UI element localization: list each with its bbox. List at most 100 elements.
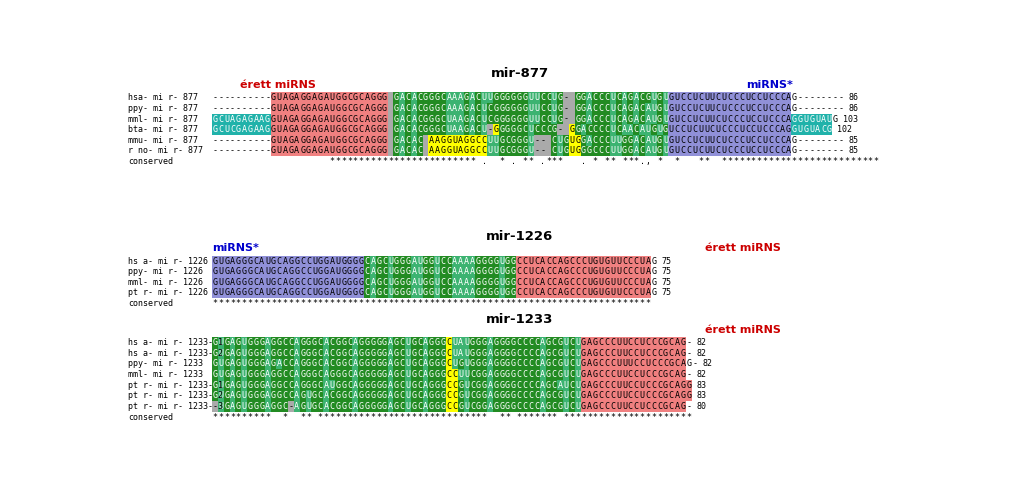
Bar <box>463 124 469 135</box>
Text: U: U <box>528 136 533 145</box>
Bar <box>645 359 651 369</box>
Text: *: * <box>604 157 609 166</box>
Bar <box>674 348 680 359</box>
Bar <box>651 92 657 103</box>
Text: C: C <box>359 136 364 145</box>
Text: *: * <box>552 157 557 166</box>
Bar <box>212 380 218 390</box>
Bar <box>692 92 698 103</box>
Text: U: U <box>622 370 627 379</box>
Bar <box>347 266 353 277</box>
Bar <box>358 337 364 348</box>
Bar <box>657 114 662 124</box>
Text: G: G <box>271 381 276 390</box>
Bar <box>288 256 294 266</box>
Text: C: C <box>417 104 422 113</box>
Text: U: U <box>693 115 698 124</box>
Text: G: G <box>306 370 311 379</box>
Bar <box>581 114 586 124</box>
Text: G: G <box>476 256 481 265</box>
Bar <box>335 92 341 103</box>
Bar <box>476 124 482 135</box>
Bar <box>288 348 294 359</box>
Bar <box>405 380 411 390</box>
Bar <box>271 348 277 359</box>
Text: G: G <box>575 146 580 156</box>
Bar <box>539 92 546 103</box>
Text: U: U <box>435 288 440 297</box>
Text: *: * <box>798 157 802 166</box>
Text: G: G <box>558 104 563 113</box>
Text: A: A <box>446 93 451 102</box>
Text: G: G <box>587 146 592 156</box>
Bar <box>405 277 411 288</box>
Text: G: G <box>423 278 428 287</box>
Bar <box>668 348 674 359</box>
Bar <box>277 92 282 103</box>
Text: U: U <box>564 391 569 400</box>
Text: *: * <box>300 412 305 421</box>
Bar <box>774 114 780 124</box>
Text: A: A <box>587 370 592 379</box>
Bar <box>405 369 411 380</box>
Text: G: G <box>792 136 797 145</box>
Bar <box>575 380 581 390</box>
Text: *: * <box>540 299 546 308</box>
Bar <box>446 369 452 380</box>
Text: pt r- mi r- 1233- 3: pt r- mi r- 1233- 3 <box>129 402 223 411</box>
Bar <box>452 92 457 103</box>
Text: A: A <box>323 338 329 347</box>
Text: A: A <box>452 288 457 297</box>
Text: U: U <box>640 288 645 297</box>
Text: *: * <box>522 412 527 421</box>
Text: G: G <box>370 115 375 124</box>
Text: G: G <box>488 278 493 287</box>
Text: G: G <box>429 391 434 400</box>
Text: C: C <box>598 381 603 390</box>
Text: G: G <box>593 338 598 347</box>
Text: C: C <box>347 360 352 369</box>
Bar <box>639 337 645 348</box>
Text: *: * <box>446 157 451 166</box>
Text: C: C <box>552 338 557 347</box>
Text: A: A <box>587 391 592 400</box>
Bar <box>457 348 463 359</box>
Text: C: C <box>750 136 755 145</box>
Text: -: - <box>241 136 246 145</box>
Bar <box>639 103 645 114</box>
Text: C: C <box>552 278 557 287</box>
Bar <box>411 359 417 369</box>
Bar <box>265 266 271 277</box>
Text: G: G <box>317 115 322 124</box>
Bar <box>586 146 592 156</box>
Text: G: G <box>260 360 265 369</box>
Text: G: G <box>669 104 674 113</box>
Bar <box>400 103 405 114</box>
Text: A: A <box>458 267 463 276</box>
Bar <box>417 92 423 103</box>
Bar <box>229 390 235 401</box>
Text: G: G <box>376 93 381 102</box>
Bar <box>376 256 381 266</box>
Text: G: G <box>260 391 265 400</box>
Text: G: G <box>382 349 387 358</box>
Bar <box>317 92 323 103</box>
Bar <box>358 277 364 288</box>
Text: G: G <box>429 93 434 102</box>
Text: -: - <box>839 136 844 145</box>
Bar <box>528 103 533 114</box>
Text: G: G <box>241 288 246 297</box>
Text: C: C <box>598 370 603 379</box>
Bar <box>528 114 533 124</box>
Bar <box>429 337 434 348</box>
Text: hs a- mi r- 1226: hs a- mi r- 1226 <box>129 256 208 265</box>
Text: C: C <box>476 104 481 113</box>
Text: C: C <box>469 370 475 379</box>
Bar <box>282 135 288 146</box>
Bar <box>387 103 393 114</box>
Bar <box>393 124 400 135</box>
Text: *: * <box>499 299 504 308</box>
Bar <box>505 288 510 298</box>
Text: G: G <box>212 278 217 287</box>
Bar <box>235 266 241 277</box>
